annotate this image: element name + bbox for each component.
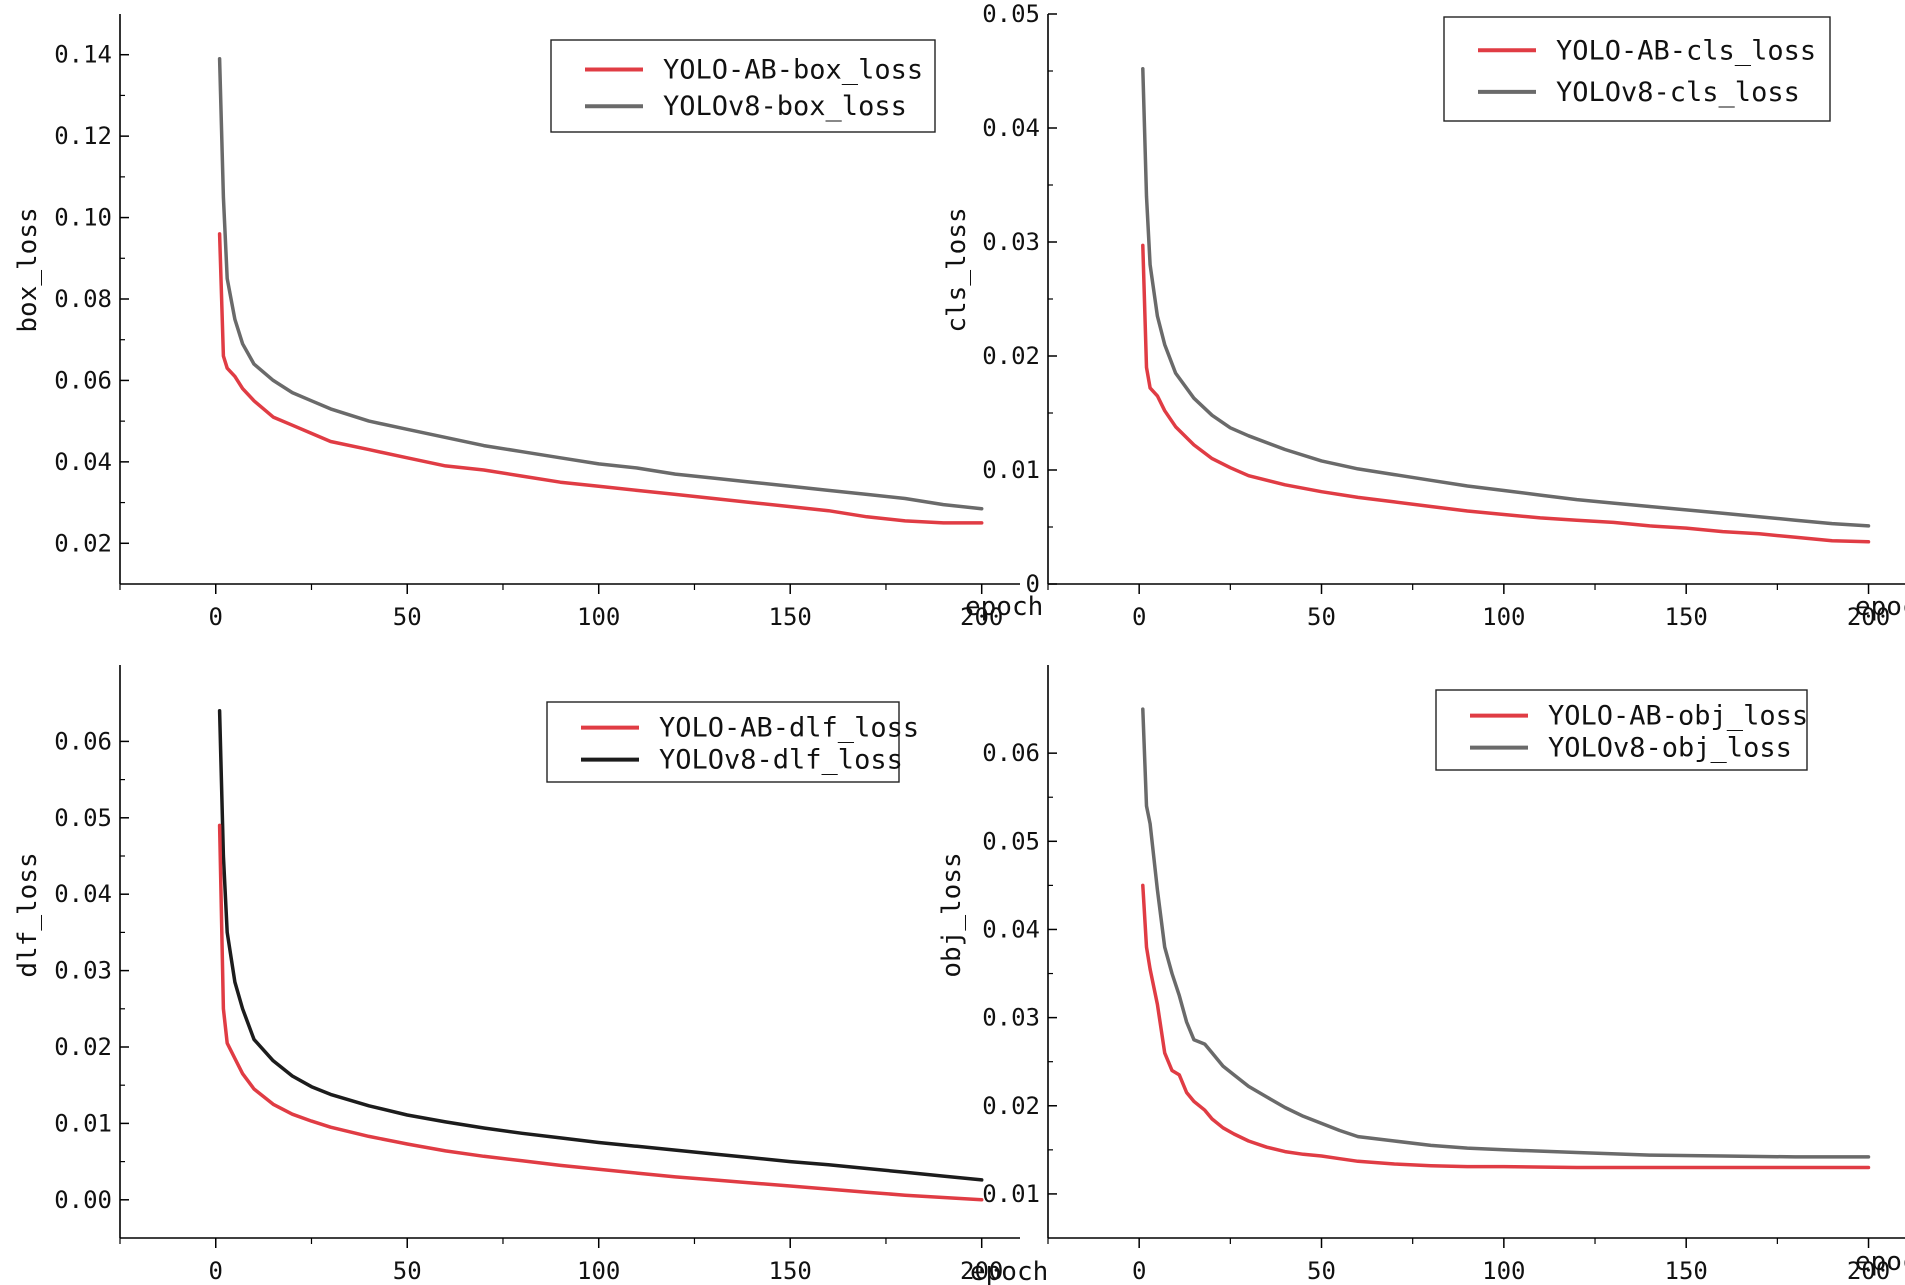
y-tick-label: 0.14 <box>54 41 112 69</box>
y-tick-label: 0.01 <box>982 1180 1040 1208</box>
x-tick-label: 0 <box>1132 1257 1146 1285</box>
y-tick-label: 0.12 <box>54 122 112 150</box>
y-tick-label: 0.06 <box>54 366 112 394</box>
x-tick-label: 100 <box>1482 1257 1525 1285</box>
legend-label: YOLOv8-dlf_loss <box>659 745 903 776</box>
series-line-YOLOv8-box_loss <box>217 57 984 511</box>
y-tick-label: 0.02 <box>982 342 1040 370</box>
legend-box <box>1443 16 1831 122</box>
y-tick-label: 0.02 <box>54 1033 112 1061</box>
x-tick-label: 150 <box>769 603 812 631</box>
series-line-YOLO-AB-box_loss <box>217 232 984 525</box>
x-tick-label: 200 <box>1847 1257 1890 1285</box>
y-tick-label: 0.01 <box>54 1109 112 1137</box>
box-loss-panel: 0.02 0.04 0.06 0.08 0.10 0.12 0.14 0 50 100 150 200… <box>13 14 1043 631</box>
obj-loss-panel: 0.010.020.030.040.050.06050100150200epoc… <box>937 665 1905 1285</box>
x-tick-label: 150 <box>769 1257 812 1285</box>
y-tick-label: 0.04 <box>982 114 1040 142</box>
legend-label: YOLO-AB-obj_loss <box>1548 701 1808 732</box>
series-line-YOLOv8-obj_loss <box>1141 707 1871 1159</box>
legend-label: YOLOv8-obj_loss <box>1548 733 1792 764</box>
series-line-YOLOv8-cls_loss <box>1141 66 1871 528</box>
y-tick-label: 0.10 <box>54 204 112 232</box>
y-tick-label: 0.05 <box>54 804 112 832</box>
y-tick-label: 0.06 <box>54 727 112 755</box>
series-line-YOLO-AB-obj_loss <box>1141 883 1871 1170</box>
cls-loss-panel: 00.010.020.030.040.05050100150200epochcl… <box>942 0 1905 631</box>
y-axis-title: box_loss <box>13 207 43 332</box>
y-tick-label: 0.04 <box>982 915 1040 943</box>
y-axis-title: obj_loss <box>937 852 967 977</box>
y-tick-label: 0 <box>1026 570 1040 598</box>
y-tick-label: 0.05 <box>982 0 1040 28</box>
dlf-loss-panel: 0.00 0.01 0.02 0.03 0.04 0.05 0.06 0 50 100 150 200… <box>13 665 1048 1285</box>
y-tick-label: 0.05 <box>982 827 1040 855</box>
legend-box <box>546 701 900 783</box>
y-axis-title: dlf_loss <box>13 852 43 977</box>
x-tick-label: 200 <box>960 603 1003 631</box>
x-tick-label: 100 <box>577 603 620 631</box>
y-tick-label: 0.08 <box>54 285 112 313</box>
legend-label: YOLOv8-cls_loss <box>1556 77 1800 108</box>
x-tick-label: 50 <box>393 603 422 631</box>
x-tick-label: 100 <box>1482 603 1525 631</box>
x-tick-label: 150 <box>1665 1257 1708 1285</box>
y-tick-label: 0.03 <box>982 1004 1040 1032</box>
legend-label: YOLO-AB-dlf_loss <box>659 713 919 744</box>
y-tick-label: 0.03 <box>982 228 1040 256</box>
x-tick-label: 100 <box>577 1257 620 1285</box>
x-tick-label: 50 <box>393 1257 422 1285</box>
x-tick-label: 200 <box>1847 603 1890 631</box>
y-tick-label: 0.00 <box>54 1186 112 1214</box>
series-line-YOLO-AB-dlf_loss <box>217 823 984 1202</box>
x-tick-label: 50 <box>1307 603 1336 631</box>
legend-box <box>550 39 936 133</box>
x-tick-label: 0 <box>1132 603 1146 631</box>
y-tick-label: 0.01 <box>982 456 1040 484</box>
legend-label: YOLO-AB-box_loss <box>663 54 923 85</box>
x-tick-label: 200 <box>960 1257 1003 1285</box>
x-axis-title: epoch <box>965 592 1043 622</box>
y-tick-label: 0.04 <box>54 448 112 476</box>
y-tick-label: 0.06 <box>982 739 1040 767</box>
legend-label: YOLOv8-box_loss <box>663 91 907 122</box>
series-line-YOLO-AB-cls_loss <box>1141 243 1871 544</box>
y-tick-label: 0.02 <box>982 1092 1040 1120</box>
y-tick-label: 0.03 <box>54 957 112 985</box>
y-tick-label: 0.02 <box>54 529 112 557</box>
x-tick-label: 0 <box>209 603 223 631</box>
x-tick-label: 50 <box>1307 1257 1336 1285</box>
x-tick-label: 150 <box>1665 603 1708 631</box>
legend-box <box>1435 689 1808 771</box>
series-line-YOLOv8-dlf_loss <box>217 709 984 1182</box>
y-axis-title: cls_loss <box>942 207 972 332</box>
x-axis-title: epoch <box>970 1257 1048 1285</box>
x-axis-title: epoch <box>1855 592 1905 622</box>
x-tick-label: 0 <box>209 1257 223 1285</box>
y-tick-label: 0.04 <box>54 880 112 908</box>
x-axis-title: epoch <box>1855 1247 1905 1277</box>
legend-label: YOLO-AB-cls_loss <box>1556 35 1816 66</box>
